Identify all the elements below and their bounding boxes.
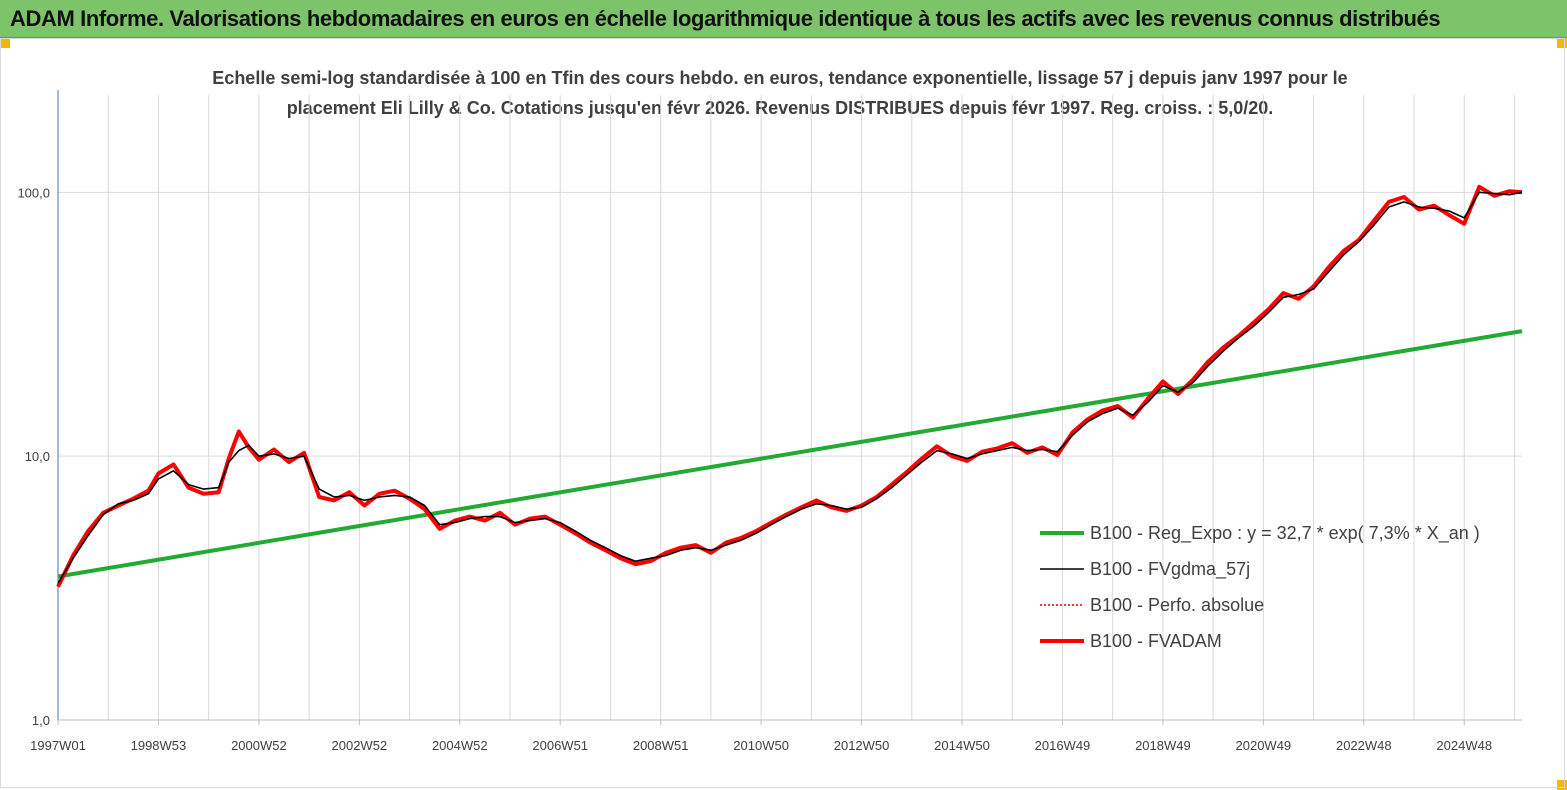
x-tick-label: 2016W49	[1035, 738, 1091, 753]
legend-label-3: B100 - FVADAM	[1090, 631, 1222, 651]
page-title: ADAM Informe. Valorisations hebdomadaire…	[10, 6, 1441, 31]
x-tick-label: 2024W48	[1436, 738, 1492, 753]
gridlines	[57, 95, 1522, 721]
series-line-0	[57, 329, 1523, 579]
x-tick-label: 2010W50	[733, 738, 789, 753]
x-tick-label: 2018W49	[1135, 738, 1191, 753]
x-tick-label: 2000W52	[231, 738, 287, 753]
x-tick-label: 2002W52	[332, 738, 388, 753]
series-layer	[56, 184, 1523, 588]
chart-title-line-1: Echelle semi-log standardisée à 100 en T…	[212, 68, 1348, 88]
legend-label-1: B100 - FVgdma_57j	[1090, 559, 1250, 580]
legend: B100 - Reg_Expo : y = 32,7 * exp( 7,3% *…	[1040, 523, 1480, 651]
y-tick-label: 1,0	[32, 713, 50, 728]
x-tick-label: 1997W01	[30, 738, 86, 753]
x-tick-label: 1998W53	[131, 738, 187, 753]
series-line-1	[57, 191, 1523, 584]
x-tick-label: 2020W49	[1236, 738, 1292, 753]
y-tick-label: 10,0	[25, 449, 50, 464]
x-tick-label: 2008W51	[633, 738, 689, 753]
chart-title-line-2: placement Eli Lilly & Co. Cotations jusq…	[286, 98, 1274, 118]
title-banner: ADAM Informe. Valorisations hebdomadaire…	[0, 0, 1567, 38]
y-tick-label: 100,0	[17, 185, 50, 200]
corner-marker-bottom-right	[1557, 780, 1567, 790]
corner-marker-top-right	[1557, 38, 1567, 48]
corner-marker-top-left	[0, 38, 10, 48]
x-tick-label: 2022W48	[1336, 738, 1392, 753]
chart-frame	[0, 38, 1565, 788]
x-tick-label: 2014W50	[934, 738, 990, 753]
x-tick-label: 2006W51	[532, 738, 588, 753]
axes: 1,0 10,0 100,0 1997W01 1998W53 2000W52 2002W52…	[17, 90, 1522, 753]
legend-label-0: B100 - Reg_Expo : y = 32,7 * exp( 7,3% *…	[1090, 523, 1480, 544]
x-tick-label: 2012W50	[834, 738, 890, 753]
legend-label-2: B100 - Perfo. absolue	[1090, 595, 1264, 615]
x-tick-label: 2004W52	[432, 738, 488, 753]
